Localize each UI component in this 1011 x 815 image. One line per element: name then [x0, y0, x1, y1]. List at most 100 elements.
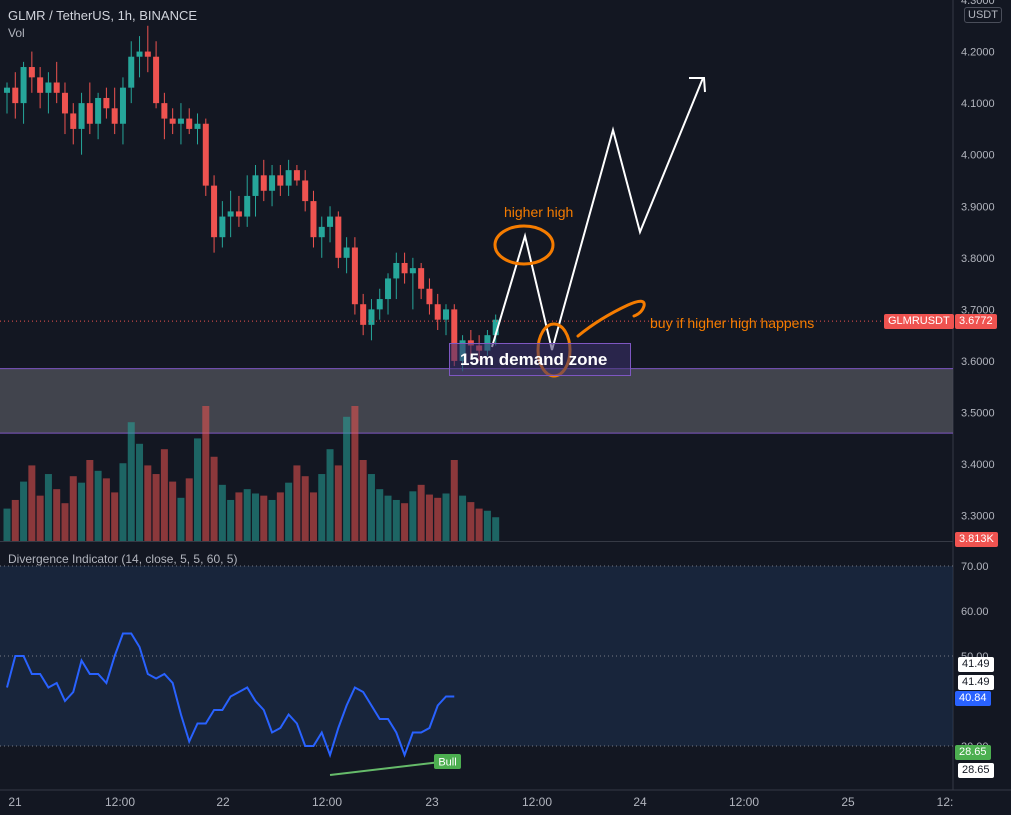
- candle-body: [20, 67, 27, 104]
- volume-bar: [28, 465, 36, 541]
- candle-body: [401, 262, 408, 274]
- indicator-current-tag: 40.84: [955, 691, 991, 706]
- candle-body: [227, 211, 234, 217]
- candle-body: [28, 67, 35, 78]
- candle-body: [119, 87, 126, 124]
- candle-body: [409, 268, 416, 274]
- price-tick-label: 3.4000: [961, 459, 995, 471]
- candle-body: [434, 304, 441, 320]
- candle-body: [161, 103, 168, 119]
- candle-body: [111, 108, 118, 124]
- candle-body: [269, 175, 276, 191]
- volume-bar: [152, 474, 160, 541]
- candle-body: [194, 123, 201, 129]
- candle-body: [252, 175, 259, 196]
- volume-bar: [53, 489, 61, 541]
- candle-body: [376, 299, 383, 310]
- time-tick-label: 25: [841, 795, 855, 809]
- currency-unit-button[interactable]: USDT: [964, 7, 1002, 23]
- candle-body: [169, 118, 176, 124]
- volume-bar: [44, 474, 52, 541]
- indicator-upper-tag-b: 41.49: [958, 675, 994, 690]
- candle-body: [45, 82, 52, 93]
- candle-body: [128, 56, 135, 88]
- price-tick-label: 4.1000: [961, 98, 995, 110]
- volume-bar: [127, 422, 135, 541]
- volume-bar: [210, 456, 218, 541]
- candle-body: [78, 103, 85, 129]
- candle-body: [153, 56, 160, 104]
- volume-bar: [243, 489, 251, 541]
- volume-bar: [69, 476, 77, 541]
- candle-body: [368, 309, 375, 325]
- volume-bar: [459, 495, 467, 541]
- volume-bar: [483, 510, 491, 541]
- volume-bar: [235, 492, 243, 541]
- candle-body: [211, 185, 218, 238]
- volume-bar: [144, 465, 152, 541]
- volume-bar: [3, 508, 11, 541]
- symbol-tag: GLMRUSDT: [884, 314, 954, 329]
- candle-body: [235, 211, 242, 217]
- volume-value-tag: 3.813K: [955, 532, 998, 547]
- candle-body: [202, 123, 209, 186]
- buy-arrow-squiggle: [576, 299, 646, 338]
- price-tick-label: 4.2000: [961, 47, 995, 59]
- volume-bar: [334, 465, 342, 541]
- price-tick-label: 3.5000: [961, 408, 995, 420]
- candle-body: [219, 216, 226, 238]
- volume-bar: [102, 478, 110, 541]
- candle-body: [186, 118, 193, 129]
- volume-bar: [384, 495, 392, 541]
- indicator-upper-tag-a: 41.49: [958, 657, 994, 672]
- candle-body: [86, 103, 93, 124]
- candle-body: [451, 309, 458, 361]
- candle-body: [37, 77, 44, 93]
- volume-bar: [326, 449, 334, 541]
- higher-high-annotation: higher high: [504, 204, 574, 220]
- candle-body: [4, 87, 10, 93]
- candle-body: [70, 113, 77, 129]
- volume-bar: [492, 517, 500, 541]
- candle-body: [360, 304, 367, 325]
- volume-bar: [185, 478, 193, 541]
- volume-bar: [86, 460, 94, 541]
- volume-bar: [409, 491, 417, 541]
- volume-bar: [251, 493, 259, 541]
- volume-bar: [475, 508, 483, 541]
- candle-body: [277, 175, 284, 186]
- indicator-tick-label: 60.00: [961, 606, 989, 618]
- volume-bar: [417, 484, 425, 541]
- candle-body: [351, 247, 358, 305]
- volume-bar: [450, 460, 458, 541]
- candle-body: [53, 82, 60, 93]
- volume-bar: [136, 443, 144, 541]
- volume-bar: [343, 416, 351, 541]
- volume-bar: [467, 502, 475, 541]
- price-tick-label: 4.3000: [961, 0, 995, 7]
- indicator-lower-tag-a: 28.65: [955, 745, 991, 760]
- candle-body: [144, 51, 151, 57]
- candle-body: [492, 319, 499, 336]
- demand-zone-label: 15m demand zone: [449, 343, 631, 376]
- demand-zone-rect: [0, 368, 953, 434]
- price-tick-label: 3.3000: [961, 511, 995, 523]
- indicator-tick-label: 70.00: [961, 561, 989, 573]
- price-tick-label: 3.7000: [961, 304, 995, 316]
- candle-body: [136, 51, 143, 57]
- price-tick-label: 4.0000: [961, 150, 995, 162]
- indicator-lower-tag-b: 28.65: [958, 763, 994, 778]
- candle-body: [103, 97, 110, 109]
- bull-divergence-line: [329, 760, 450, 776]
- volume-bar: [359, 460, 367, 541]
- last-price-tag: 3.6772: [955, 314, 997, 329]
- candle-body: [442, 309, 449, 320]
- price-tick-label: 3.8000: [961, 253, 995, 265]
- candle-body: [177, 118, 184, 124]
- candle-body: [318, 226, 325, 238]
- volume-bar: [218, 484, 226, 541]
- candle-body: [335, 216, 342, 258]
- volume-bar: [401, 503, 409, 541]
- volume-bar: [119, 463, 127, 541]
